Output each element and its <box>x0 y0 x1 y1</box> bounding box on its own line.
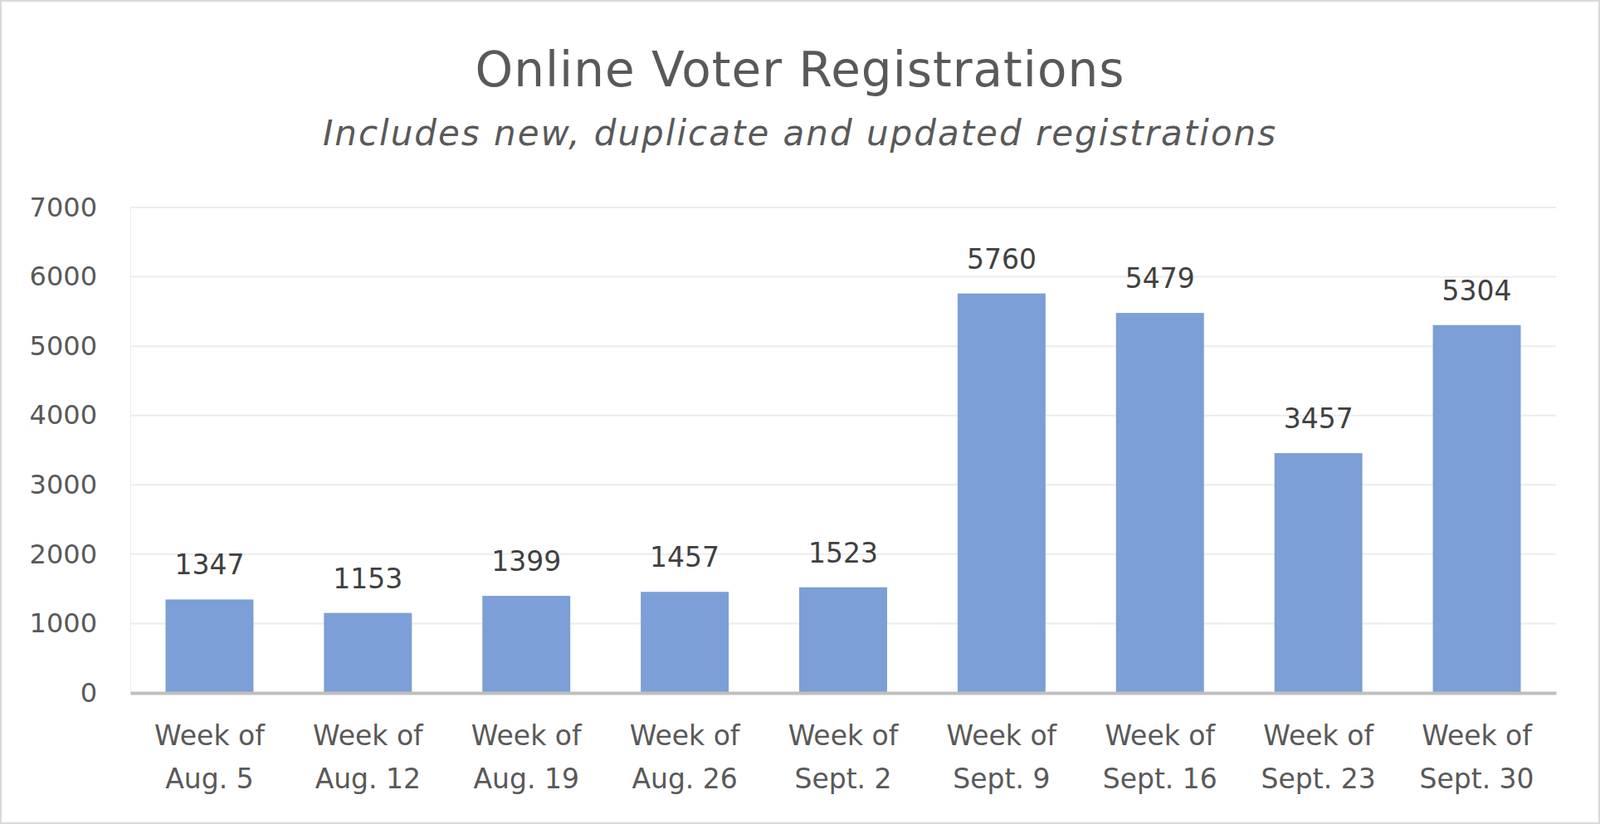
data-label: 1153 <box>332 562 403 596</box>
x-tick-label: Week of Aug. 5 <box>154 719 266 796</box>
data-label: 1523 <box>808 536 879 570</box>
data-label: 1399 <box>491 545 561 578</box>
y-tick-label: 0 <box>80 677 98 709</box>
x-tick-label-line: Sept. 30 <box>1419 762 1535 796</box>
x-tick: Week of Sept. 16 <box>1102 692 1218 796</box>
x-tick-label-line: Aug. 26 <box>631 762 737 796</box>
y-tick: 4000 <box>29 399 131 431</box>
x-tick: Week of Aug. 19 <box>471 692 583 796</box>
x-tick-label-line: Sept. 2 <box>794 762 892 796</box>
y-tick-label: 3000 <box>29 468 98 501</box>
data-label: 3457 <box>1283 402 1354 435</box>
x-tick-label-line: Aug. 19 <box>473 762 580 796</box>
y-tick: 1000 <box>29 607 131 640</box>
bar <box>1274 453 1363 693</box>
data-label: 1457 <box>649 541 720 574</box>
x-tick: Week of Sept. 23 <box>1261 692 1376 796</box>
x-tick: Week of Sept. 9 <box>946 692 1059 796</box>
x-tick-label-line: Week of <box>629 719 742 752</box>
x-axis-line <box>131 692 1557 696</box>
x-tick-label-line: Sept. 23 <box>1261 762 1376 796</box>
bar <box>165 599 254 693</box>
bar <box>957 293 1046 693</box>
bar <box>323 613 412 693</box>
bar <box>1433 325 1522 693</box>
y-tick: 2000 <box>29 538 131 571</box>
x-tick: Week of Aug. 26 <box>629 692 742 796</box>
x-tick-label: Week of Aug. 19 <box>471 719 583 796</box>
plot: 0 1000 2000 3000 4000 5000 6000 7000 Week of Aug.… <box>29 191 1557 796</box>
x-tick: Week of Aug. 12 <box>312 692 425 796</box>
bar <box>1116 312 1205 693</box>
x-tick-label-line: Week of <box>312 719 425 752</box>
x-tick-label-line: Week of <box>1421 719 1533 752</box>
x-tick-label: Week of Sept. 30 <box>1419 719 1535 796</box>
subtitle: Includes new, duplicate and updated regi… <box>322 112 1278 154</box>
y-tick: 7000 <box>29 191 131 224</box>
y-tick: 0 <box>80 677 131 709</box>
x-axis: Week of Aug. 5 Week of Aug. 12 Week of Aug. 1… <box>131 692 1557 796</box>
y-tick-label: 4000 <box>29 399 98 431</box>
title: Online Voter Registrations <box>475 41 1126 98</box>
y-tick: 6000 <box>29 260 131 293</box>
grid-line <box>130 206 1557 209</box>
bar <box>482 595 571 693</box>
y-tick: 5000 <box>29 330 131 362</box>
x-tick-label-line: Week of <box>1263 719 1375 752</box>
bar <box>799 587 888 693</box>
x-tick-label-line: Week of <box>1104 719 1216 752</box>
chart-frame <box>0 0 1600 824</box>
x-tick-label-line: Week of <box>946 719 1059 752</box>
bar <box>640 591 729 693</box>
data-labels: 1347 1153 1399 1457 1523 5760 5479 3457 5304 <box>174 243 1512 596</box>
x-tick-label: Week of Aug. 26 <box>629 719 742 796</box>
y-axis-line <box>130 208 132 694</box>
x-tick-label: Week of Sept. 16 <box>1102 719 1218 796</box>
y-axis: 0 1000 2000 3000 4000 5000 6000 7000 <box>29 191 132 709</box>
data-label: 5760 <box>966 243 1037 276</box>
x-tick-label-line: Week of <box>788 719 900 752</box>
data-label: 1347 <box>174 548 244 581</box>
y-tick-label: 1000 <box>29 607 98 640</box>
y-tick: 3000 <box>29 468 131 501</box>
x-tick-label-line: Week of <box>471 719 583 752</box>
grid <box>130 207 1557 693</box>
y-tick-label: 6000 <box>29 260 98 293</box>
grid-line <box>130 692 1557 694</box>
x-tick-label-line: Aug. 12 <box>315 762 421 796</box>
y-tick-label: 5000 <box>29 330 98 362</box>
data-label: 5304 <box>1442 274 1513 308</box>
grid-line <box>130 276 1557 279</box>
x-tick-label-line: Week of <box>154 719 266 752</box>
y-tick-label: 2000 <box>29 538 98 571</box>
bars <box>165 293 1521 693</box>
x-tick-label: Week of Sept. 23 <box>1261 719 1376 796</box>
x-tick-label-line: Sept. 16 <box>1102 762 1218 796</box>
x-tick-label-line: Sept. 9 <box>952 762 1050 796</box>
grid-line <box>130 345 1557 347</box>
y-tick-label: 7000 <box>29 191 98 224</box>
x-tick-label: Week of Aug. 12 <box>312 719 425 796</box>
x-tick: Week of Aug. 5 <box>154 692 266 796</box>
x-tick-label-line: Aug. 5 <box>165 762 254 796</box>
data-label: 5479 <box>1125 262 1196 295</box>
x-tick-label: Week of Sept. 2 <box>788 719 900 796</box>
x-tick: Week of Sept. 30 <box>1419 692 1535 796</box>
x-tick-label: Week of Sept. 9 <box>946 719 1059 796</box>
chart: Online Voter Registrations Includes new, … <box>0 0 1600 824</box>
x-tick: Week of Sept. 2 <box>788 692 900 796</box>
